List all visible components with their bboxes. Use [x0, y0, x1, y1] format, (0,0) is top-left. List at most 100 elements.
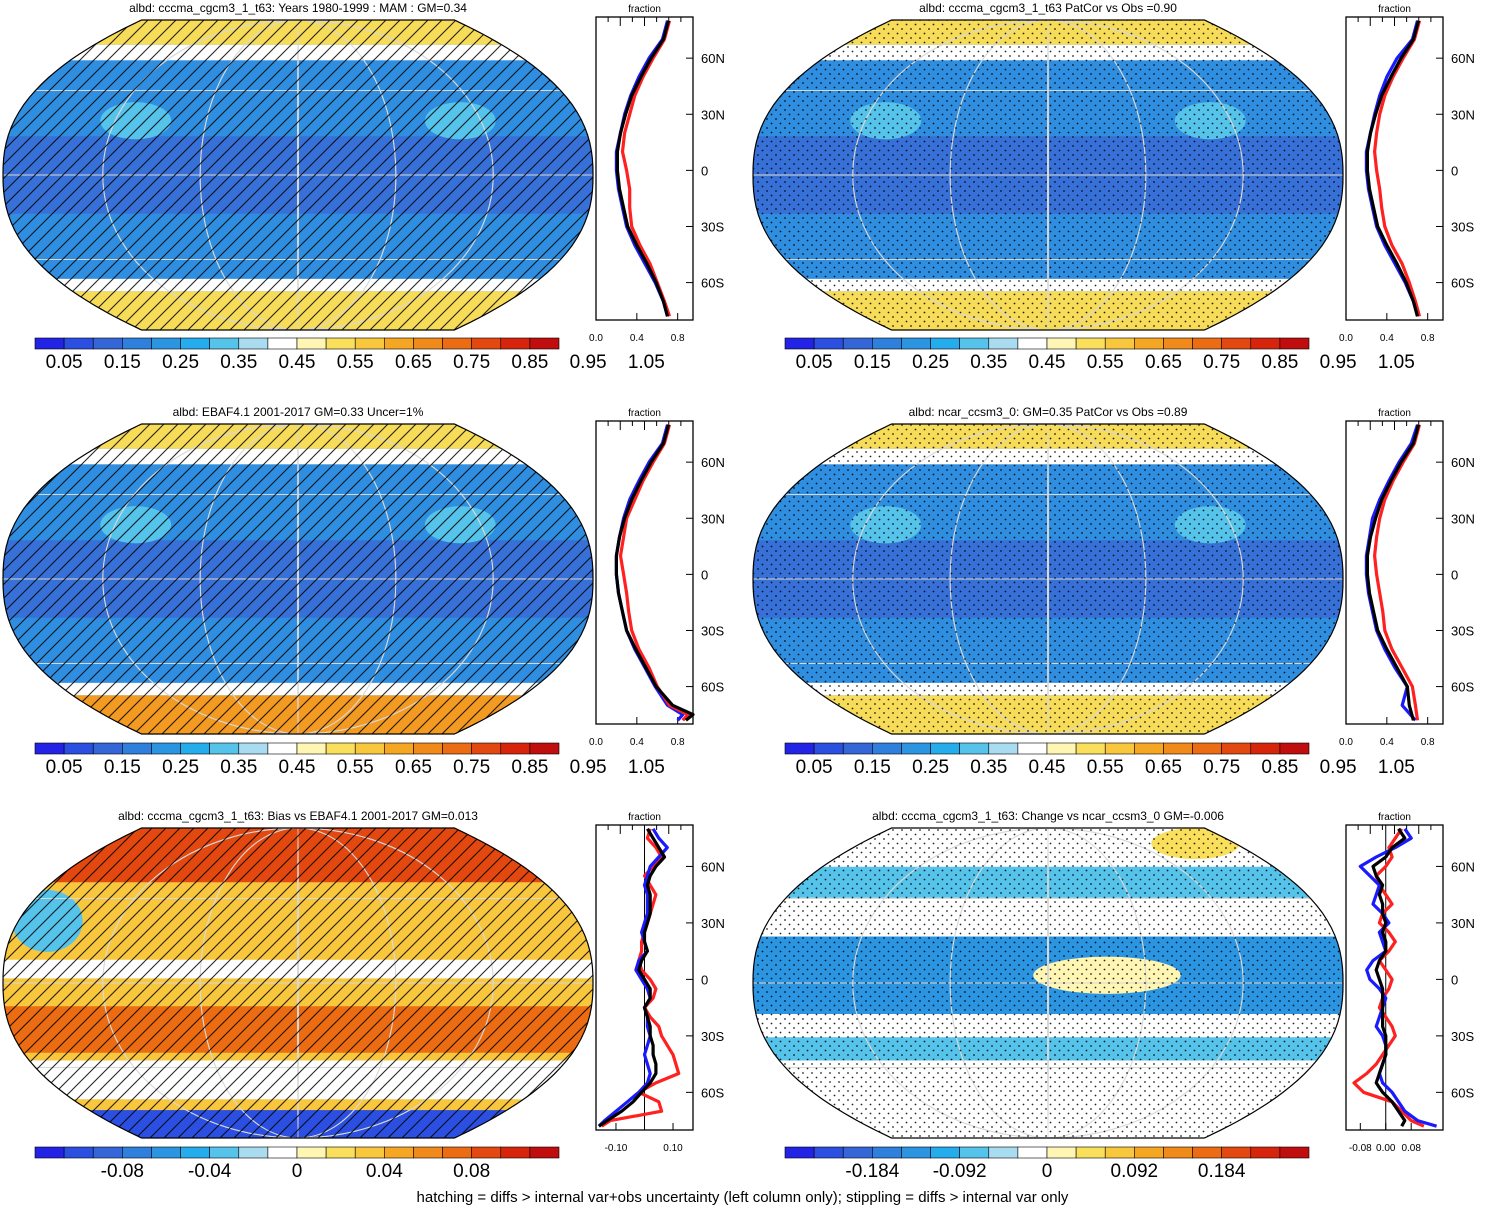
colorbar-tick-label: 0.75 [453, 757, 490, 778]
colorbar-box [63, 1146, 94, 1159]
colorbar-box [209, 1146, 240, 1159]
panel-6: albd: cccma_cgcm3_1_t63: Change vs ncar_… [752, 809, 1475, 1182]
profile-axis-title: fraction [1378, 408, 1411, 419]
colorbar-box [842, 337, 873, 350]
colorbar-box [959, 742, 990, 755]
panel-title: albd: cccma_cgcm3_1_t63: Change vs ncar_… [872, 809, 1224, 823]
colorbar-box [1192, 1146, 1222, 1159]
colorbar-box [238, 337, 269, 350]
colorbar-box [1134, 742, 1164, 755]
colorbar-tick-label: -0.092 [933, 1161, 987, 1182]
colorbar-box [238, 742, 269, 755]
colorbar-box [1046, 742, 1077, 755]
profile-frame [1345, 824, 1444, 1131]
profile-y-tick-label: 60S [701, 1085, 724, 1100]
colorbar-tick-label: -0.04 [188, 1161, 232, 1182]
colorbar-box [267, 337, 298, 350]
colorbar-box [122, 1146, 152, 1159]
colorbar-tick-label: 0.35 [220, 352, 257, 373]
colorbar-box [988, 1146, 1019, 1159]
colorbar-box [1221, 1146, 1252, 1159]
map-field [3, 828, 593, 1138]
colorbar-box [784, 1146, 815, 1159]
colorbar-box [1075, 337, 1106, 350]
profile-y-tick-label: 60S [1451, 680, 1474, 695]
colorbar-tick-label: 1.05 [1378, 352, 1415, 373]
map-border [2, 423, 594, 735]
colorbar-tick-label: 1.05 [628, 757, 665, 778]
colorbar-box [813, 1146, 844, 1159]
profile-y-tick-label: 0 [701, 972, 708, 987]
panel-title: albd: cccma_cgcm3_1_t63: Years 1980-1999… [129, 1, 467, 15]
colorbar-box [1221, 742, 1252, 755]
colorbar-box [63, 742, 94, 755]
profile-line-red [1352, 827, 1425, 1128]
profile-y-tick-label: 60N [701, 51, 725, 66]
hatching-overlay [3, 20, 593, 330]
colorbar-tick-label: 0.25 [912, 757, 949, 778]
profile-line-red [1373, 424, 1422, 721]
colorbar-box [901, 337, 931, 350]
colorbar-tick-label: 0.95 [1320, 757, 1357, 778]
colorbar-tick-label: 0.65 [1145, 757, 1182, 778]
colorbar-box [1192, 337, 1222, 350]
profile-line-black [1365, 20, 1421, 317]
profile-x-tick-label: 0.0 [1339, 333, 1353, 344]
colorbar-box [1104, 337, 1135, 350]
colorbar-box [872, 337, 902, 350]
colorbar-box [1046, 1146, 1077, 1159]
colorbar-tick-label: 0.05 [46, 757, 83, 778]
colorbar-box [1075, 742, 1106, 755]
profile-x-tick-label: 0.4 [1380, 333, 1394, 344]
profile-line-black [615, 20, 671, 317]
colorbar-box [529, 742, 560, 755]
colorbar-box [1134, 1146, 1164, 1159]
panel-title: albd: EBAF4.1 2001-2017 GM=0.33 Uncer=1% [173, 405, 424, 419]
stippling-overlay [753, 424, 1343, 734]
profile-y-tick-label: 60N [1451, 51, 1475, 66]
profile-line-blue [614, 20, 670, 317]
colorbar-box [325, 1146, 356, 1159]
colorbar-box [842, 742, 873, 755]
colorbar-box [1163, 337, 1193, 350]
colorbar-box [442, 337, 472, 350]
colorbar-tick-label: 0.85 [1261, 757, 1298, 778]
colorbar-box [384, 742, 414, 755]
colorbar-tick-label: 0.65 [395, 352, 432, 373]
colorbar-box [1250, 1146, 1281, 1159]
colorbar-tick-label: 0.05 [796, 757, 833, 778]
map-field [3, 20, 593, 330]
colorbar-box [988, 337, 1019, 350]
profile-frame [1345, 420, 1444, 725]
colorbar-tick-label: 0.15 [104, 352, 141, 373]
profile-line-blue [1358, 827, 1438, 1128]
colorbar-box [325, 742, 356, 755]
colorbar-box [442, 742, 472, 755]
colorbar-tick-label: 0.15 [104, 757, 141, 778]
colorbar-tick-label: 0.15 [854, 757, 891, 778]
colorbar-box [413, 337, 443, 350]
profile-line-blue [1364, 20, 1420, 317]
colorbar-box [296, 337, 327, 350]
colorbar-tick-label: 0.65 [395, 757, 432, 778]
colorbar-tick-label: 0.25 [912, 352, 949, 373]
profile-y-tick-label: 60N [701, 859, 725, 874]
profile-y-tick-label: 30N [701, 107, 725, 122]
profile-line-black [598, 827, 667, 1128]
profile-y-tick-label: 0 [1451, 567, 1458, 582]
profile-x-tick-label: -0.10 [605, 1143, 628, 1154]
colorbar-tick-label: 0.25 [162, 352, 199, 373]
colorbar-tick-label: 0.95 [570, 757, 607, 778]
colorbar-tick-label: 1.05 [1378, 757, 1415, 778]
colorbar-box [872, 742, 902, 755]
colorbar-tick-label: 0.04 [366, 1161, 403, 1182]
colorbar-box [238, 1146, 269, 1159]
profile-y-tick-label: 60S [701, 680, 724, 695]
colorbar-tick-label: 0.55 [337, 757, 374, 778]
colorbar-box [901, 742, 931, 755]
colorbar-box [930, 1146, 960, 1159]
colorbar-box [1046, 337, 1077, 350]
colorbar-box [325, 337, 356, 350]
colorbar-box [413, 742, 443, 755]
colorbar-box [296, 1146, 327, 1159]
